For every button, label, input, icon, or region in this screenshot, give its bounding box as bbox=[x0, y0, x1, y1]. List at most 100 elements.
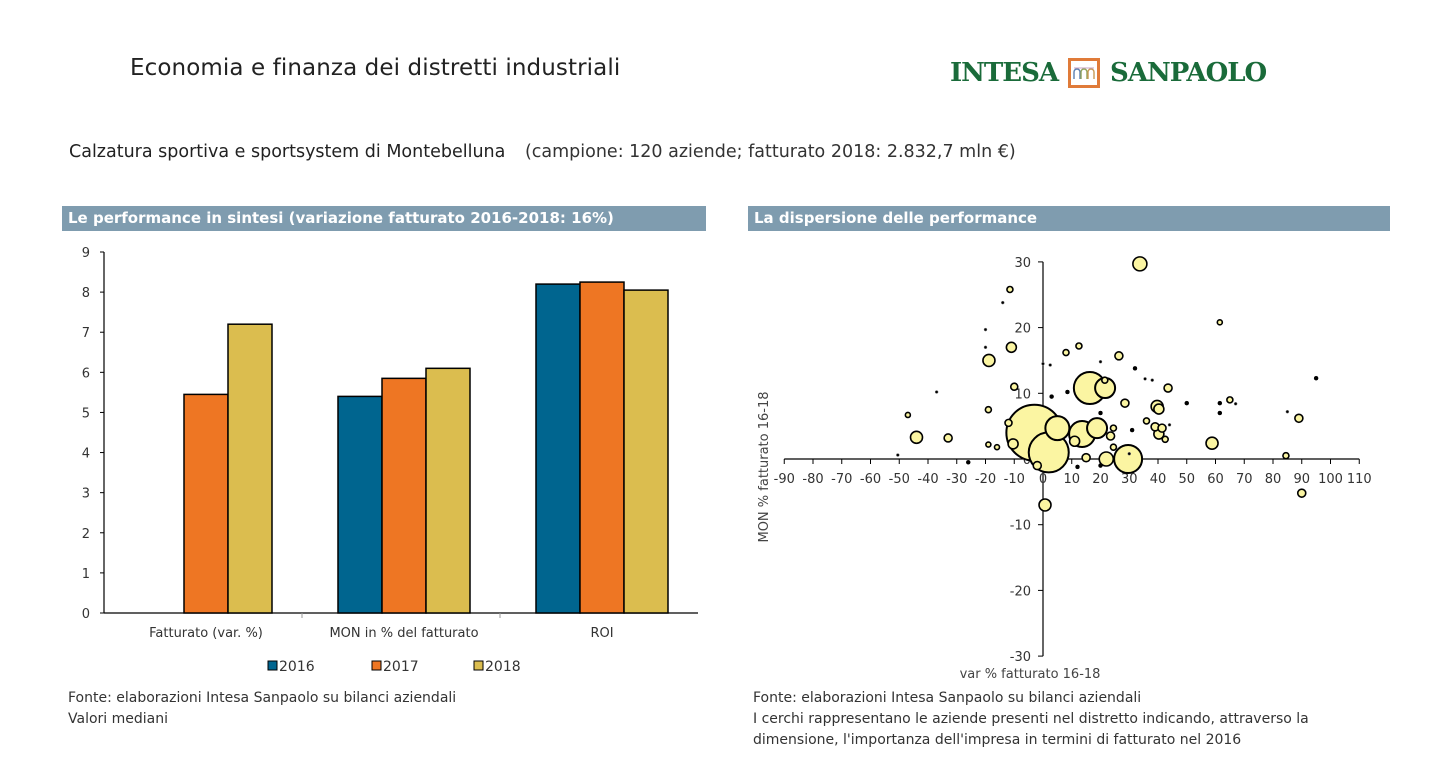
bubble bbox=[904, 411, 912, 419]
bubble bbox=[1044, 415, 1071, 442]
bubble bbox=[1120, 398, 1130, 408]
y-tick-label: 5 bbox=[82, 406, 90, 421]
bubble bbox=[1007, 438, 1019, 450]
bubble bbox=[1048, 363, 1052, 367]
bubble bbox=[1006, 285, 1014, 294]
bar-2017 bbox=[381, 377, 427, 614]
y-tick-label: 8 bbox=[82, 286, 90, 301]
district-name: Calzatura sportiva e sportsystem di Mont… bbox=[69, 142, 506, 162]
x-tick-label: 10 bbox=[1063, 472, 1080, 487]
bar-chart-notes: Fonte: elaborazioni Intesa Sanpaolo su b… bbox=[68, 688, 456, 730]
bubble bbox=[1041, 361, 1045, 366]
bubble bbox=[1127, 451, 1131, 456]
bubble bbox=[1142, 417, 1151, 425]
bubble bbox=[1109, 424, 1118, 432]
logo-text-left: INTESA bbox=[950, 58, 1059, 88]
logo-text-right: SANPAOLO bbox=[1110, 58, 1267, 88]
x-tick-label: 110 bbox=[1347, 472, 1372, 487]
bubble-note-line2: dimensione, l'importanza dell'impresa in… bbox=[753, 732, 1242, 748]
y-tick-label: 1 bbox=[82, 567, 90, 582]
y-tick-label: 3 bbox=[82, 487, 90, 502]
bubble bbox=[1113, 444, 1144, 474]
bubble bbox=[1294, 413, 1304, 424]
bubble bbox=[966, 460, 971, 465]
bubble bbox=[909, 430, 924, 445]
bubble bbox=[1205, 436, 1219, 451]
district-details: (campione: 120 aziende; fatturato 2018: … bbox=[524, 142, 1016, 162]
bubble bbox=[1132, 366, 1138, 371]
scatter-chart-header: La dispersione delle performance bbox=[748, 206, 1390, 231]
bar-2016 bbox=[535, 283, 581, 614]
bubble bbox=[1081, 452, 1091, 463]
bubble bbox=[1098, 410, 1103, 416]
legend-label-2018: 2018 bbox=[485, 659, 521, 675]
bubble bbox=[1296, 488, 1307, 498]
y-axis-title: MON % fatturato 16-18 bbox=[757, 391, 772, 542]
y-tick-label: 0 bbox=[82, 607, 90, 622]
category-label: MON in % del fatturato bbox=[329, 626, 478, 641]
y-tick-label: 6 bbox=[82, 366, 90, 381]
x-tick-label: -20 bbox=[975, 472, 996, 487]
bar-2017 bbox=[579, 281, 625, 614]
bubble bbox=[1114, 351, 1124, 361]
bar-2018 bbox=[425, 367, 471, 614]
bubble bbox=[983, 327, 988, 332]
scatter-chart-notes: Fonte: elaborazioni Intesa Sanpaolo su b… bbox=[753, 688, 1309, 751]
bubble bbox=[1233, 402, 1238, 406]
legend-label-2017: 2017 bbox=[383, 659, 419, 675]
y-tick-label: 9 bbox=[82, 246, 90, 261]
legend-swatch-2016 bbox=[267, 660, 278, 671]
x-tick-label: -60 bbox=[860, 472, 881, 487]
bubble bbox=[1068, 435, 1081, 448]
category-label: ROI bbox=[590, 626, 613, 641]
bubble bbox=[1098, 463, 1103, 468]
x-tick-label: 20 bbox=[1092, 472, 1109, 487]
bubble bbox=[1184, 400, 1189, 406]
category-label: Fatturato (var. %) bbox=[149, 626, 263, 641]
bar-2017 bbox=[183, 393, 229, 614]
bubble bbox=[1143, 377, 1147, 381]
bubble bbox=[1098, 451, 1115, 467]
bubble bbox=[1062, 348, 1070, 357]
bubble bbox=[1109, 443, 1118, 451]
legend-swatch-2017 bbox=[371, 660, 382, 671]
y-tick-label: -20 bbox=[1010, 584, 1031, 599]
bubble bbox=[1157, 423, 1167, 433]
y-tick-label: 30 bbox=[1014, 256, 1031, 271]
x-tick-label: -70 bbox=[831, 472, 852, 487]
bubble bbox=[1005, 341, 1018, 354]
x-tick-label: 50 bbox=[1178, 472, 1195, 487]
bubble bbox=[1217, 410, 1223, 416]
x-tick-label: -30 bbox=[946, 472, 967, 487]
bubble bbox=[1098, 360, 1103, 364]
bar-chart: 0 1 2 3 4 5 6 7 8 9 Fatturato (var. %) MON in % del… bbox=[82, 246, 698, 675]
x-tick-label: 100 bbox=[1318, 472, 1343, 487]
bubble bbox=[934, 390, 939, 394]
legend-swatch-2018 bbox=[473, 660, 484, 671]
x-tick-label: 80 bbox=[1265, 472, 1282, 487]
source-note: Fonte: elaborazioni Intesa Sanpaolo su b… bbox=[68, 690, 457, 706]
bubble bbox=[1075, 464, 1080, 470]
bar-2016 bbox=[337, 395, 383, 614]
arches-icon bbox=[1068, 58, 1101, 88]
bubble bbox=[1132, 256, 1148, 272]
bubble bbox=[984, 405, 993, 414]
bubble bbox=[1004, 418, 1013, 428]
bubble bbox=[1282, 451, 1290, 460]
y-tick-label: -30 bbox=[1010, 650, 1031, 665]
bar-2018 bbox=[623, 289, 669, 614]
x-tick-label: 90 bbox=[1293, 472, 1310, 487]
x-tick-label: -10 bbox=[1004, 472, 1025, 487]
x-tick-label: 60 bbox=[1207, 472, 1224, 487]
y-tick-label: 4 bbox=[82, 447, 90, 462]
y-tick-label: 10 bbox=[1014, 387, 1031, 402]
bubble bbox=[1129, 427, 1135, 433]
bubble bbox=[1065, 389, 1070, 395]
median-note: Valori mediani bbox=[68, 711, 168, 727]
bubble bbox=[1285, 409, 1290, 414]
bubble bbox=[1161, 435, 1169, 444]
bubble bbox=[1150, 378, 1154, 382]
bubble bbox=[1163, 383, 1173, 393]
x-tick-label: -40 bbox=[917, 472, 938, 487]
bubble bbox=[1038, 498, 1052, 512]
